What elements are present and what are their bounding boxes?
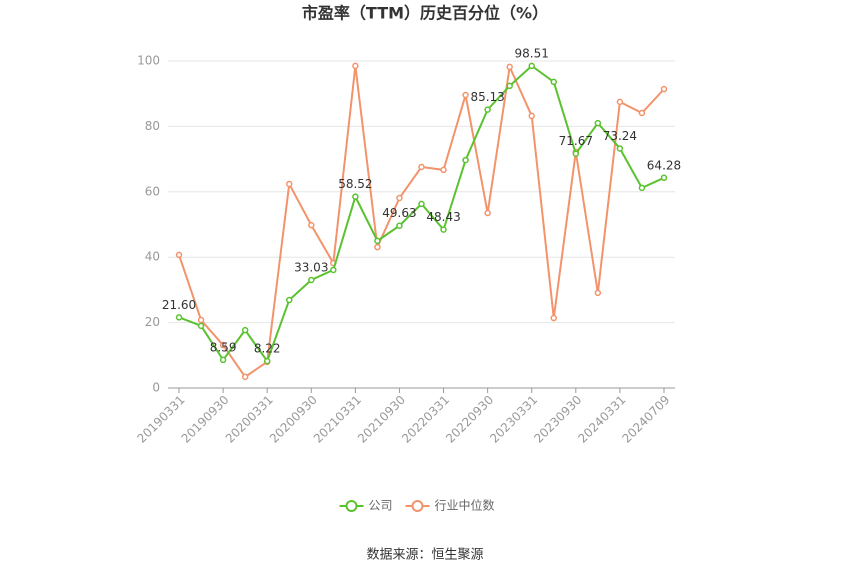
data-point (616, 98, 624, 106)
data-point (396, 222, 403, 229)
series-line (178, 63, 665, 379)
data-point (285, 296, 293, 304)
data-label: 33.03 (294, 260, 328, 274)
data-point (462, 91, 469, 99)
data-point (374, 237, 381, 245)
data-point (550, 314, 558, 322)
legend-marker (345, 500, 358, 512)
data-point (197, 316, 205, 324)
y-tick-label: 20 (145, 315, 160, 329)
data-point (440, 166, 447, 174)
data-point (660, 85, 668, 93)
data-point (241, 373, 249, 381)
y-tick-label: 80 (145, 119, 160, 133)
data-point (374, 243, 381, 251)
data-point (352, 193, 359, 200)
data-label: 21.60 (162, 298, 196, 312)
data-point (263, 357, 271, 365)
y-tick-label: 60 (145, 184, 160, 198)
data-label: 58.52 (338, 177, 372, 191)
data-point (572, 150, 580, 157)
data-point (484, 209, 491, 217)
x-tick-label: 20240709 (619, 393, 672, 446)
y-tick-label: 0 (152, 381, 160, 395)
legend-label: 行业中位数 (435, 498, 495, 513)
legend-label: 公司 (369, 499, 393, 513)
data-label: 8.22 (254, 342, 281, 356)
data-point (616, 145, 624, 152)
data-point (219, 341, 227, 349)
series-line (178, 64, 665, 364)
data-point (528, 62, 535, 70)
data-point (352, 62, 359, 70)
data-point (506, 63, 513, 71)
data-point (594, 119, 602, 127)
y-tick-label: 40 (145, 250, 160, 264)
data-label: 49.63 (382, 206, 416, 220)
data-label: 85.13 (470, 90, 504, 104)
data-point (638, 109, 646, 117)
data-point (440, 226, 447, 233)
data-label: 64.28 (647, 158, 681, 172)
data-label: 73.24 (603, 129, 637, 143)
data-point (660, 174, 668, 182)
data-point (175, 314, 183, 321)
data-label: 98.51 (515, 46, 549, 60)
data-point (330, 266, 337, 274)
data-point (484, 106, 491, 113)
data-point (550, 78, 558, 86)
data-point (396, 194, 403, 202)
data-point (175, 251, 183, 259)
data-point (506, 82, 513, 90)
data-label: 8.59 (210, 340, 237, 354)
data-point (197, 322, 205, 330)
data-point (462, 156, 469, 164)
y-tick-label: 100 (137, 54, 160, 68)
data-point (418, 200, 425, 208)
data-point (308, 276, 315, 284)
data-point (594, 289, 602, 297)
data-point (308, 221, 315, 229)
source-note: 数据来源：恒生聚源 (366, 548, 483, 563)
data-point (528, 112, 535, 120)
data-label: 48.43 (426, 210, 460, 224)
data-point (285, 180, 293, 188)
legend-marker (411, 500, 424, 512)
data-point (638, 184, 646, 192)
data-label: 71.67 (559, 134, 593, 148)
chart-title: 市盈率（TTM）历史百分位（%） (302, 4, 548, 23)
data-point (241, 326, 249, 334)
data-point (219, 356, 227, 364)
data-point (418, 163, 425, 171)
